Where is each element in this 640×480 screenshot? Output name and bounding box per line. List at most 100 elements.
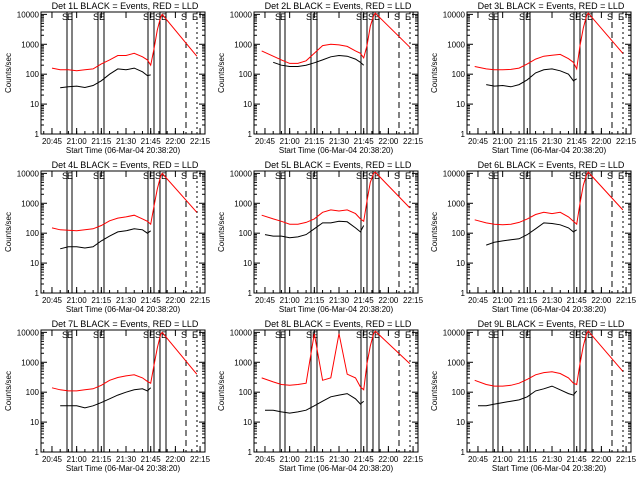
- y-tick-label: 10000: [17, 10, 40, 19]
- x-axis-label: Start Time (06-Mar-04 20:38:20): [492, 464, 607, 473]
- x-tick-label: 21:15: [517, 455, 538, 464]
- lld-series-line: [51, 13, 198, 72]
- interval-marker-label: S: [519, 171, 525, 181]
- x-tick-label: 21:15: [304, 137, 325, 146]
- interval-marker-label: S: [143, 12, 149, 22]
- y-tick-label: 10: [456, 259, 465, 268]
- x-tick-label: 21:30: [329, 455, 350, 464]
- interval-marker-label: E: [280, 330, 286, 340]
- plot-frame: [253, 329, 419, 453]
- y-tick-label: 1: [35, 130, 40, 139]
- x-tick-label: 21:15: [517, 296, 538, 305]
- interval-marker-label: S: [155, 171, 161, 181]
- lld-series-line: [474, 171, 624, 226]
- y-tick-label: 100: [239, 388, 253, 397]
- interval-marker-label: E: [149, 12, 155, 22]
- interval-marker-label: E: [575, 330, 581, 340]
- interval-marker-label: S: [394, 12, 400, 22]
- x-tick-label: 21:30: [542, 137, 563, 146]
- interval-marker-label: S: [607, 12, 613, 22]
- interval-marker-label: E: [525, 12, 531, 22]
- events-series-line: [486, 222, 577, 246]
- x-tick-label: 20:45: [468, 137, 489, 146]
- x-tick-label: 21:30: [116, 296, 137, 305]
- plot-frame: [253, 11, 419, 135]
- y-tick-label: 1: [35, 289, 40, 298]
- y-tick-label: 10000: [230, 328, 253, 337]
- interval-marker-label: S: [356, 171, 362, 181]
- interval-marker-label: E: [618, 12, 624, 22]
- events-series-line: [264, 220, 365, 239]
- interval-marker-label: S: [306, 330, 312, 340]
- x-tick-label: 21:00: [67, 455, 88, 464]
- interval-marker-label: S: [143, 330, 149, 340]
- y-tick-label: 10000: [230, 10, 253, 19]
- y-tick-label: 10000: [17, 169, 40, 178]
- y-tick-label: 10: [30, 259, 39, 268]
- y-tick-label: 1000: [447, 40, 465, 49]
- y-axis-label: Counts/sec: [4, 212, 13, 252]
- interval-marker-label: S: [93, 330, 99, 340]
- y-tick-label: 1: [35, 448, 40, 457]
- interval-marker-label: S: [569, 12, 575, 22]
- x-tick-label: 20:45: [42, 455, 63, 464]
- x-tick-label: 20:45: [255, 455, 276, 464]
- x-tick-label: 21:45: [141, 455, 162, 464]
- x-tick-label: 22:00: [591, 296, 612, 305]
- y-tick-label: 1000: [21, 358, 39, 367]
- y-tick-label: 10: [30, 100, 39, 109]
- detector-panel-4: Det 4L BLACK = Events, RED = LLD 1 10 100 10…: [4, 160, 211, 314]
- interval-marker-label: S: [93, 171, 99, 181]
- x-tick-label: 22:00: [591, 137, 612, 146]
- x-tick-label: 21:45: [141, 137, 162, 146]
- y-tick-label: 100: [239, 229, 253, 238]
- y-tick-label: 1000: [21, 40, 39, 49]
- x-tick-label: 21:00: [280, 455, 301, 464]
- x-axis-label: Start Time (06-Mar-04 20:38:20): [66, 146, 181, 155]
- lld-series-line: [261, 12, 411, 64]
- lld-series-line: [261, 171, 411, 225]
- y-tick-label: 10000: [443, 169, 466, 178]
- x-tick-label: 21:00: [493, 137, 514, 146]
- x-tick-label: 21:45: [567, 455, 588, 464]
- detector-panel-2: Det 2L BLACK = Events, RED = LLD 1 10 100 10…: [217, 1, 424, 155]
- detector-panel-1: Det 1L BLACK = Events, RED = LLD 1 10 100 10…: [4, 1, 211, 155]
- panel-title: Det 7L BLACK = Events, RED = LLD: [52, 319, 199, 329]
- y-axis-label: Counts/sec: [430, 53, 439, 93]
- interval-marker-label: S: [181, 171, 187, 181]
- plot-frame: [466, 170, 632, 294]
- interval-marker-label: E: [149, 330, 155, 340]
- y-tick-label: 100: [26, 388, 40, 397]
- x-tick-label: 21:30: [329, 137, 350, 146]
- y-axis-label: Counts/sec: [217, 371, 226, 411]
- interval-marker-label: E: [280, 12, 286, 22]
- x-tick-label: 20:45: [42, 137, 63, 146]
- y-tick-label: 1: [248, 130, 253, 139]
- interval-marker-label: E: [525, 171, 531, 181]
- plot-frame: [40, 170, 206, 294]
- y-tick-label: 10: [243, 100, 252, 109]
- x-tick-label: 21:15: [304, 296, 325, 305]
- interval-marker-label: S: [519, 330, 525, 340]
- x-tick-label: 21:00: [67, 296, 88, 305]
- y-tick-label: 100: [239, 70, 253, 79]
- interval-marker-label: S: [275, 12, 281, 22]
- x-tick-label: 21:15: [91, 137, 112, 146]
- interval-marker-label: S: [356, 12, 362, 22]
- interval-marker-label: E: [99, 12, 105, 22]
- x-tick-label: 22:15: [403, 455, 424, 464]
- y-tick-label: 10: [456, 418, 465, 427]
- x-tick-label: 22:15: [190, 455, 211, 464]
- interval-marker-label: E: [362, 330, 368, 340]
- x-tick-label: 21:00: [280, 137, 301, 146]
- detector-panel-8: Det 8L BLACK = Events, RED = LLD 1 10 100 10…: [217, 319, 424, 473]
- y-tick-label: 100: [452, 388, 466, 397]
- x-tick-label: 21:00: [493, 455, 514, 464]
- y-tick-label: 1000: [447, 358, 465, 367]
- x-axis-label: Start Time (06-Mar-04 20:38:20): [492, 146, 607, 155]
- lld-series-line: [474, 12, 624, 71]
- detector-panel-9: Det 9L BLACK = Events, RED = LLD 1 10 100 10…: [430, 319, 637, 473]
- x-tick-label: 21:00: [493, 296, 514, 305]
- panel-title: Det 3L BLACK = Events, RED = LLD: [478, 1, 625, 11]
- interval-marker-label: E: [493, 12, 499, 22]
